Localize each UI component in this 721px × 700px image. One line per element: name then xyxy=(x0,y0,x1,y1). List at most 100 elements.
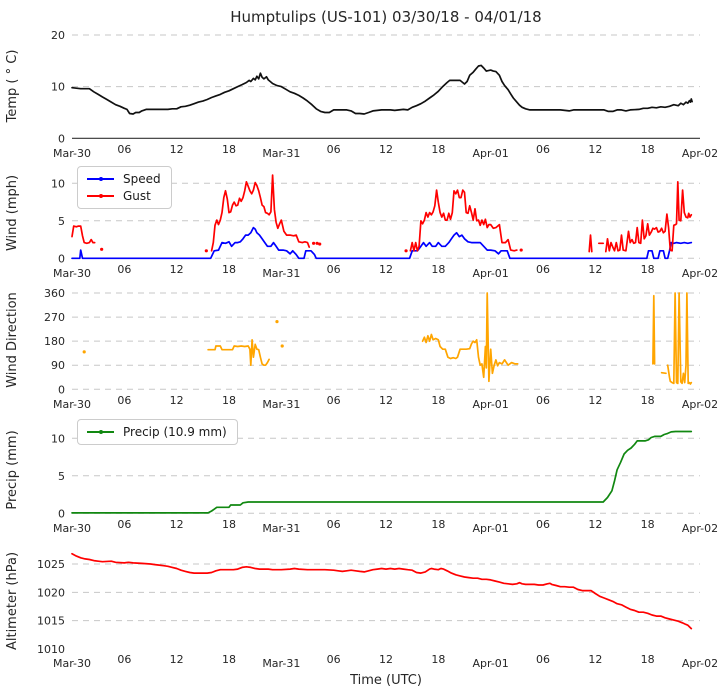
x-tick-label: 06 xyxy=(117,143,131,156)
x-tick-label: 06 xyxy=(117,653,131,666)
x-tick-label: 12 xyxy=(170,263,184,276)
y-tick-label: 360 xyxy=(44,287,65,300)
x-tick-label: Apr-02 xyxy=(682,522,718,535)
wind-direction-marker-dot xyxy=(280,344,284,348)
x-tick-label: 06 xyxy=(327,263,341,276)
x-tick-label: 12 xyxy=(588,143,602,156)
x-tick-label: 18 xyxy=(641,518,655,531)
x-tick-label: 06 xyxy=(327,394,341,407)
x-tick-label: 18 xyxy=(222,263,236,276)
gust-marker-dot xyxy=(318,242,322,246)
x-tick-label: 18 xyxy=(641,263,655,276)
legend-line-swatch xyxy=(87,177,114,181)
wind-direction-series-line xyxy=(421,292,519,383)
x-tick-label: Mar-30 xyxy=(53,657,91,670)
precip-10-9-mm-series-line xyxy=(71,430,693,514)
x-tick-label: Mar-30 xyxy=(53,522,91,535)
wind-direction-marker-dot xyxy=(82,350,86,354)
legend-box: Speed Gust xyxy=(77,166,172,209)
gust-marker-dot xyxy=(519,248,523,252)
x-tick-label: Mar-31 xyxy=(262,147,300,160)
x-tick-label: 18 xyxy=(222,394,236,407)
x-tick-label: Apr-02 xyxy=(682,147,718,160)
x-tick-label: Mar-30 xyxy=(53,398,91,411)
x-tick-label: 18 xyxy=(431,263,445,276)
x-tick-label: 12 xyxy=(588,394,602,407)
x-tick-label: Apr-02 xyxy=(682,398,718,411)
x-tick-label: 18 xyxy=(222,143,236,156)
wind-direction-marker-dot xyxy=(275,320,279,324)
x-tick-label: 12 xyxy=(379,263,393,276)
legend-label: Speed xyxy=(123,172,161,186)
x-tick-label: 06 xyxy=(117,518,131,531)
gust-series-line xyxy=(588,234,593,253)
x-tick-label: 06 xyxy=(536,394,550,407)
y-tick-label: 1015 xyxy=(37,615,65,628)
legend-item: Speed xyxy=(87,172,161,186)
y-tick-label: 180 xyxy=(44,335,65,348)
x-tick-label: 18 xyxy=(431,143,445,156)
x-tick-label: Mar-30 xyxy=(53,267,91,280)
wind-direction-series-line xyxy=(652,294,656,365)
x-tick-label: 18 xyxy=(641,143,655,156)
y-tick-label: 5 xyxy=(58,215,65,228)
y-tick-label: 5 xyxy=(58,470,65,483)
gust-series-line xyxy=(409,189,518,252)
x-tick-label: 18 xyxy=(222,653,236,666)
altimeter-series-line xyxy=(71,552,693,630)
y-axis-label-altimeter: Altimeter (hPa) xyxy=(5,552,20,650)
x-tick-label: 12 xyxy=(588,263,602,276)
y-tick-label: 0 xyxy=(58,507,65,520)
x-tick-label: Apr-01 xyxy=(473,147,509,160)
x-tick-label: Mar-30 xyxy=(53,147,91,160)
legend-box: Precip (10.9 mm) xyxy=(77,419,238,445)
y-tick-label: 0 xyxy=(58,132,65,145)
y-tick-label: 10 xyxy=(51,432,65,445)
x-tick-label: 12 xyxy=(588,518,602,531)
x-tick-label: 06 xyxy=(536,518,550,531)
y-tick-label: 10 xyxy=(51,177,65,190)
x-tick-label: 06 xyxy=(536,143,550,156)
chart-title: Humptulips (US-101) 03/30/18 - 04/01/18 xyxy=(230,8,541,26)
y-tick-label: 0 xyxy=(58,252,65,265)
x-tick-label: 06 xyxy=(327,518,341,531)
y-tick-label: 270 xyxy=(44,311,65,324)
legend-line-swatch xyxy=(87,194,114,198)
x-tick-label: 18 xyxy=(431,394,445,407)
x-tick-label: 06 xyxy=(536,263,550,276)
wind-direction-series-line xyxy=(207,338,270,367)
y-axis-label-wind: Wind (mph) xyxy=(5,175,20,251)
y-tick-label: 1020 xyxy=(37,586,65,599)
x-tick-label: 06 xyxy=(536,653,550,666)
gust-marker-dot xyxy=(312,241,316,245)
wind-direction-series-line xyxy=(660,371,667,375)
gust-marker-dot xyxy=(204,249,208,253)
gust-series-line xyxy=(604,180,693,253)
x-tick-label: 06 xyxy=(327,653,341,666)
y-tick-label: 20 xyxy=(51,29,65,42)
gust-series-line xyxy=(210,174,311,252)
y-tick-label: 1025 xyxy=(37,558,65,571)
x-tick-label: Mar-31 xyxy=(262,657,300,670)
temp-series-line xyxy=(71,64,693,115)
y-axis-label-precip: Precip (mm) xyxy=(5,430,20,509)
x-tick-label: 12 xyxy=(170,143,184,156)
x-tick-label: 18 xyxy=(222,518,236,531)
gust-marker-dot xyxy=(100,247,104,251)
x-tick-label: Mar-31 xyxy=(262,522,300,535)
x-tick-label: 18 xyxy=(431,518,445,531)
gust-marker-dot xyxy=(404,249,408,253)
y-tick-label: 10 xyxy=(51,81,65,94)
x-tick-label: Apr-01 xyxy=(473,522,509,535)
x-tick-label: Mar-31 xyxy=(262,267,300,280)
x-tick-label: 12 xyxy=(170,394,184,407)
gust-series-line xyxy=(71,225,96,245)
x-tick-label: Apr-02 xyxy=(682,657,718,670)
x-tick-label: 06 xyxy=(117,263,131,276)
legend-label: Precip (10.9 mm) xyxy=(123,425,227,439)
x-tick-label: Mar-31 xyxy=(262,398,300,411)
x-tick-label: 06 xyxy=(327,143,341,156)
